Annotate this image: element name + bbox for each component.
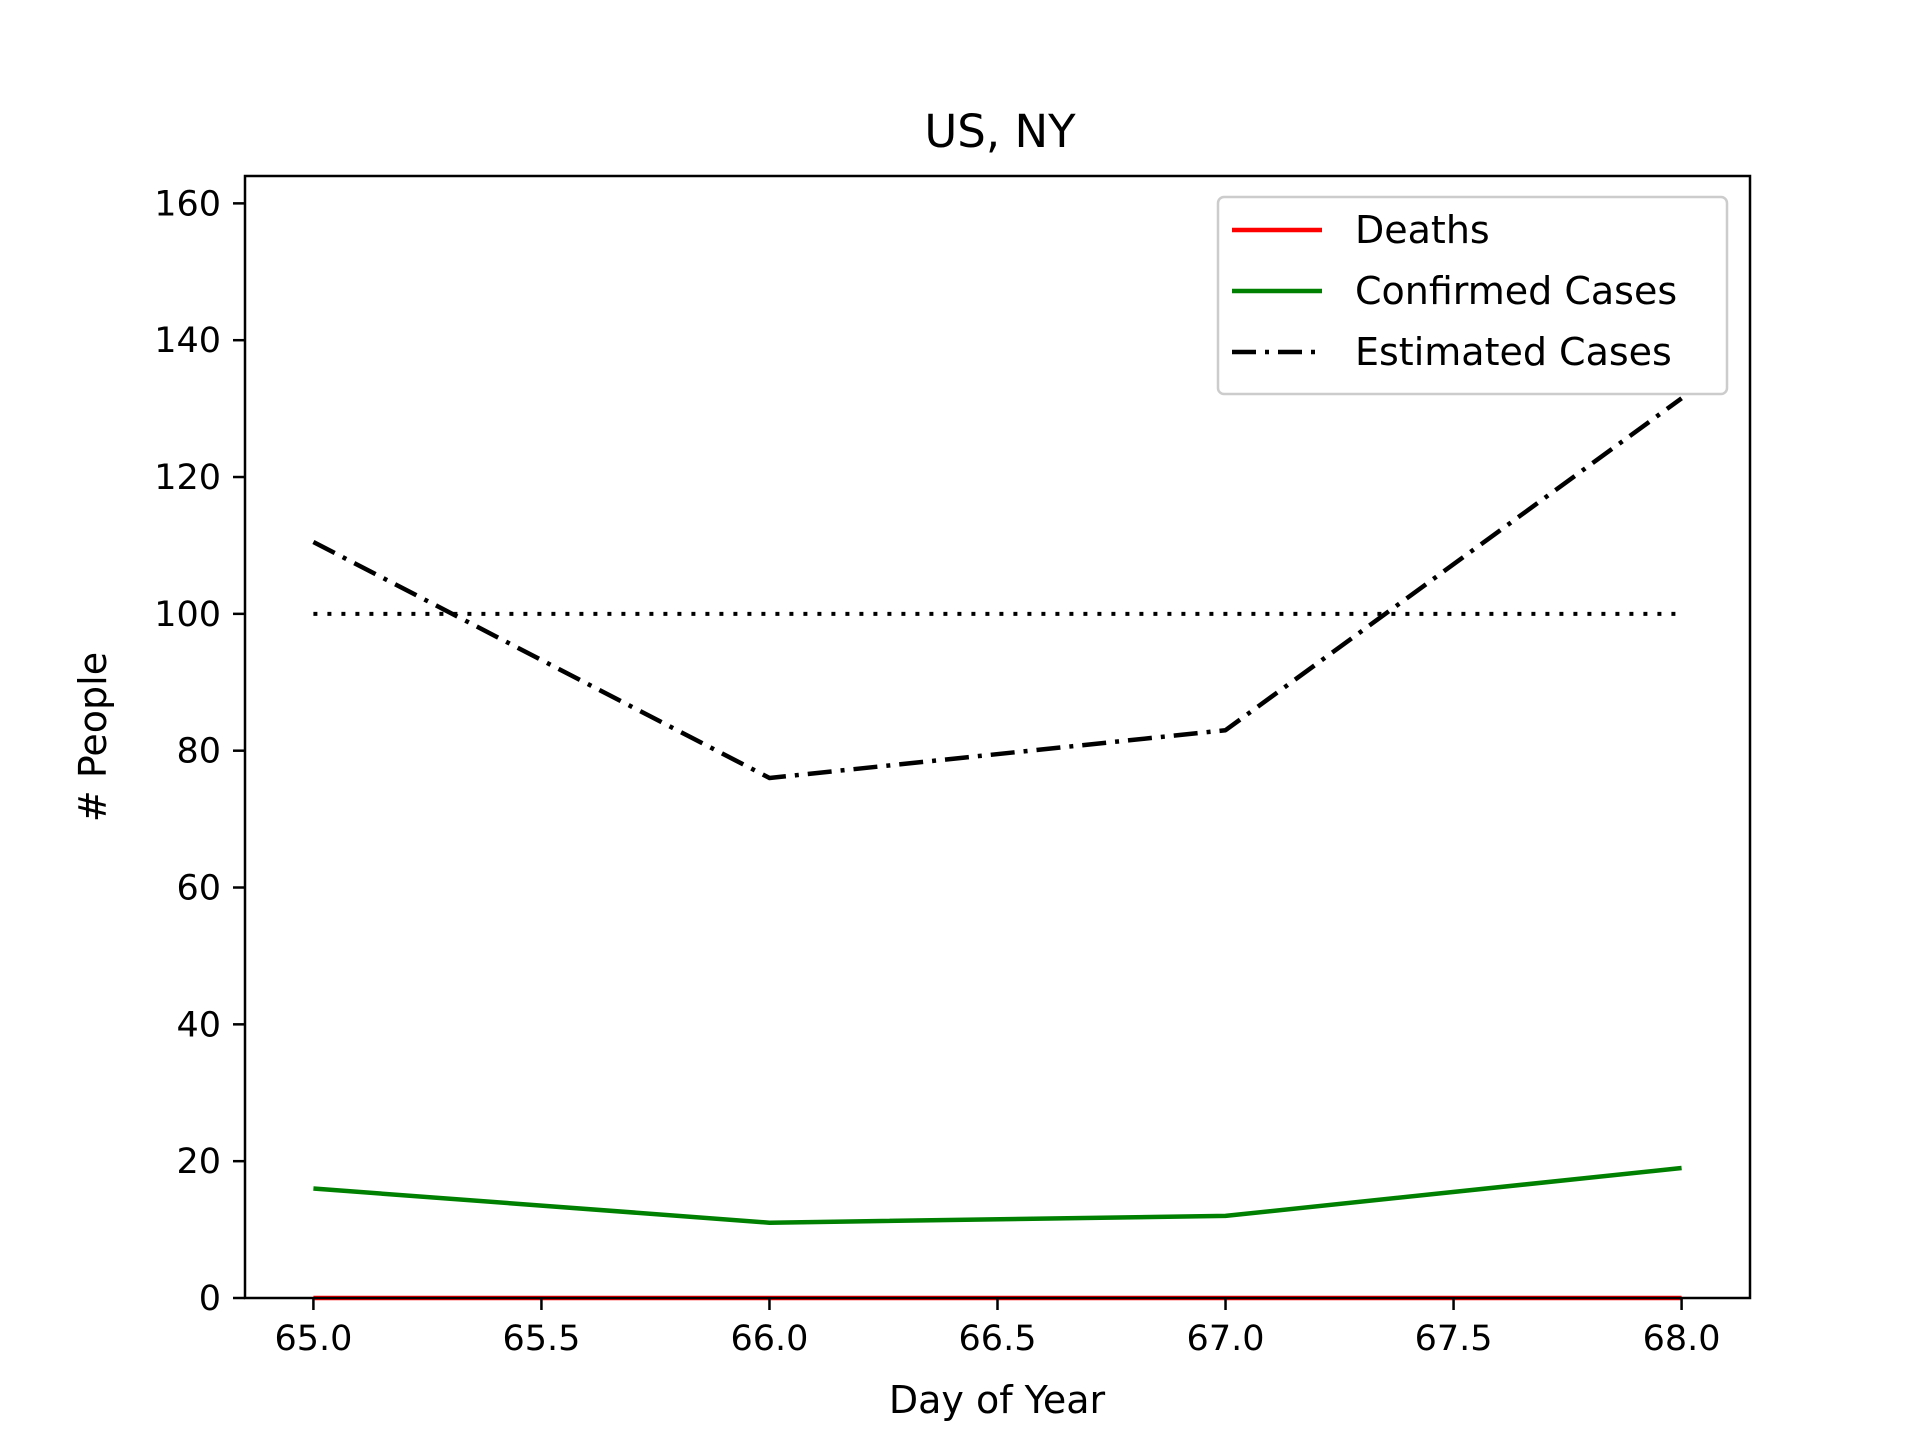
x-tick-label: 67.5 [1415, 1319, 1493, 1359]
x-tick-label: 66.5 [959, 1319, 1037, 1359]
y-axis: 0 20 40 60 80 100 120 140 160 [154, 184, 245, 1319]
y-tick-label: 140 [154, 321, 221, 361]
legend-label: Deaths [1355, 208, 1490, 252]
x-axis-label: Day of Year [889, 1378, 1106, 1422]
x-axis: 65.0 65.5 66.0 66.5 67.0 67.5 68.0 [274, 1298, 1721, 1359]
x-tick-label: 65.0 [274, 1319, 352, 1359]
legend: Deaths Confirmed Cases Estimated Cases [1216, 195, 1729, 396]
y-tick-label: 80 [176, 732, 221, 772]
series-layer [312, 396, 1683, 1301]
y-tick-label: 160 [154, 184, 221, 224]
y-tick-label: 40 [176, 1005, 221, 1045]
y-tick-label: 20 [176, 1142, 221, 1182]
legend-box [1216, 195, 1729, 396]
y-tick-label: 100 [154, 595, 221, 635]
chart-title: US, NY [924, 105, 1076, 158]
legend-label: Estimated Cases [1355, 330, 1672, 374]
x-tick-label: 68.0 [1643, 1319, 1721, 1359]
y-tick-label: 0 [199, 1279, 221, 1319]
series-line-estimated-cases [312, 396, 1683, 781]
legend-label: Confirmed Cases [1355, 269, 1677, 313]
x-tick-label: 65.5 [502, 1319, 580, 1359]
x-tick-label: 67.0 [1187, 1319, 1265, 1359]
series-line-confirmed-cases [313, 1165, 1682, 1225]
y-tick-label: 60 [176, 869, 221, 909]
y-tick-label: 120 [154, 458, 221, 498]
y-axis-label: # People [71, 652, 115, 822]
x-tick-label: 66.0 [731, 1319, 809, 1359]
